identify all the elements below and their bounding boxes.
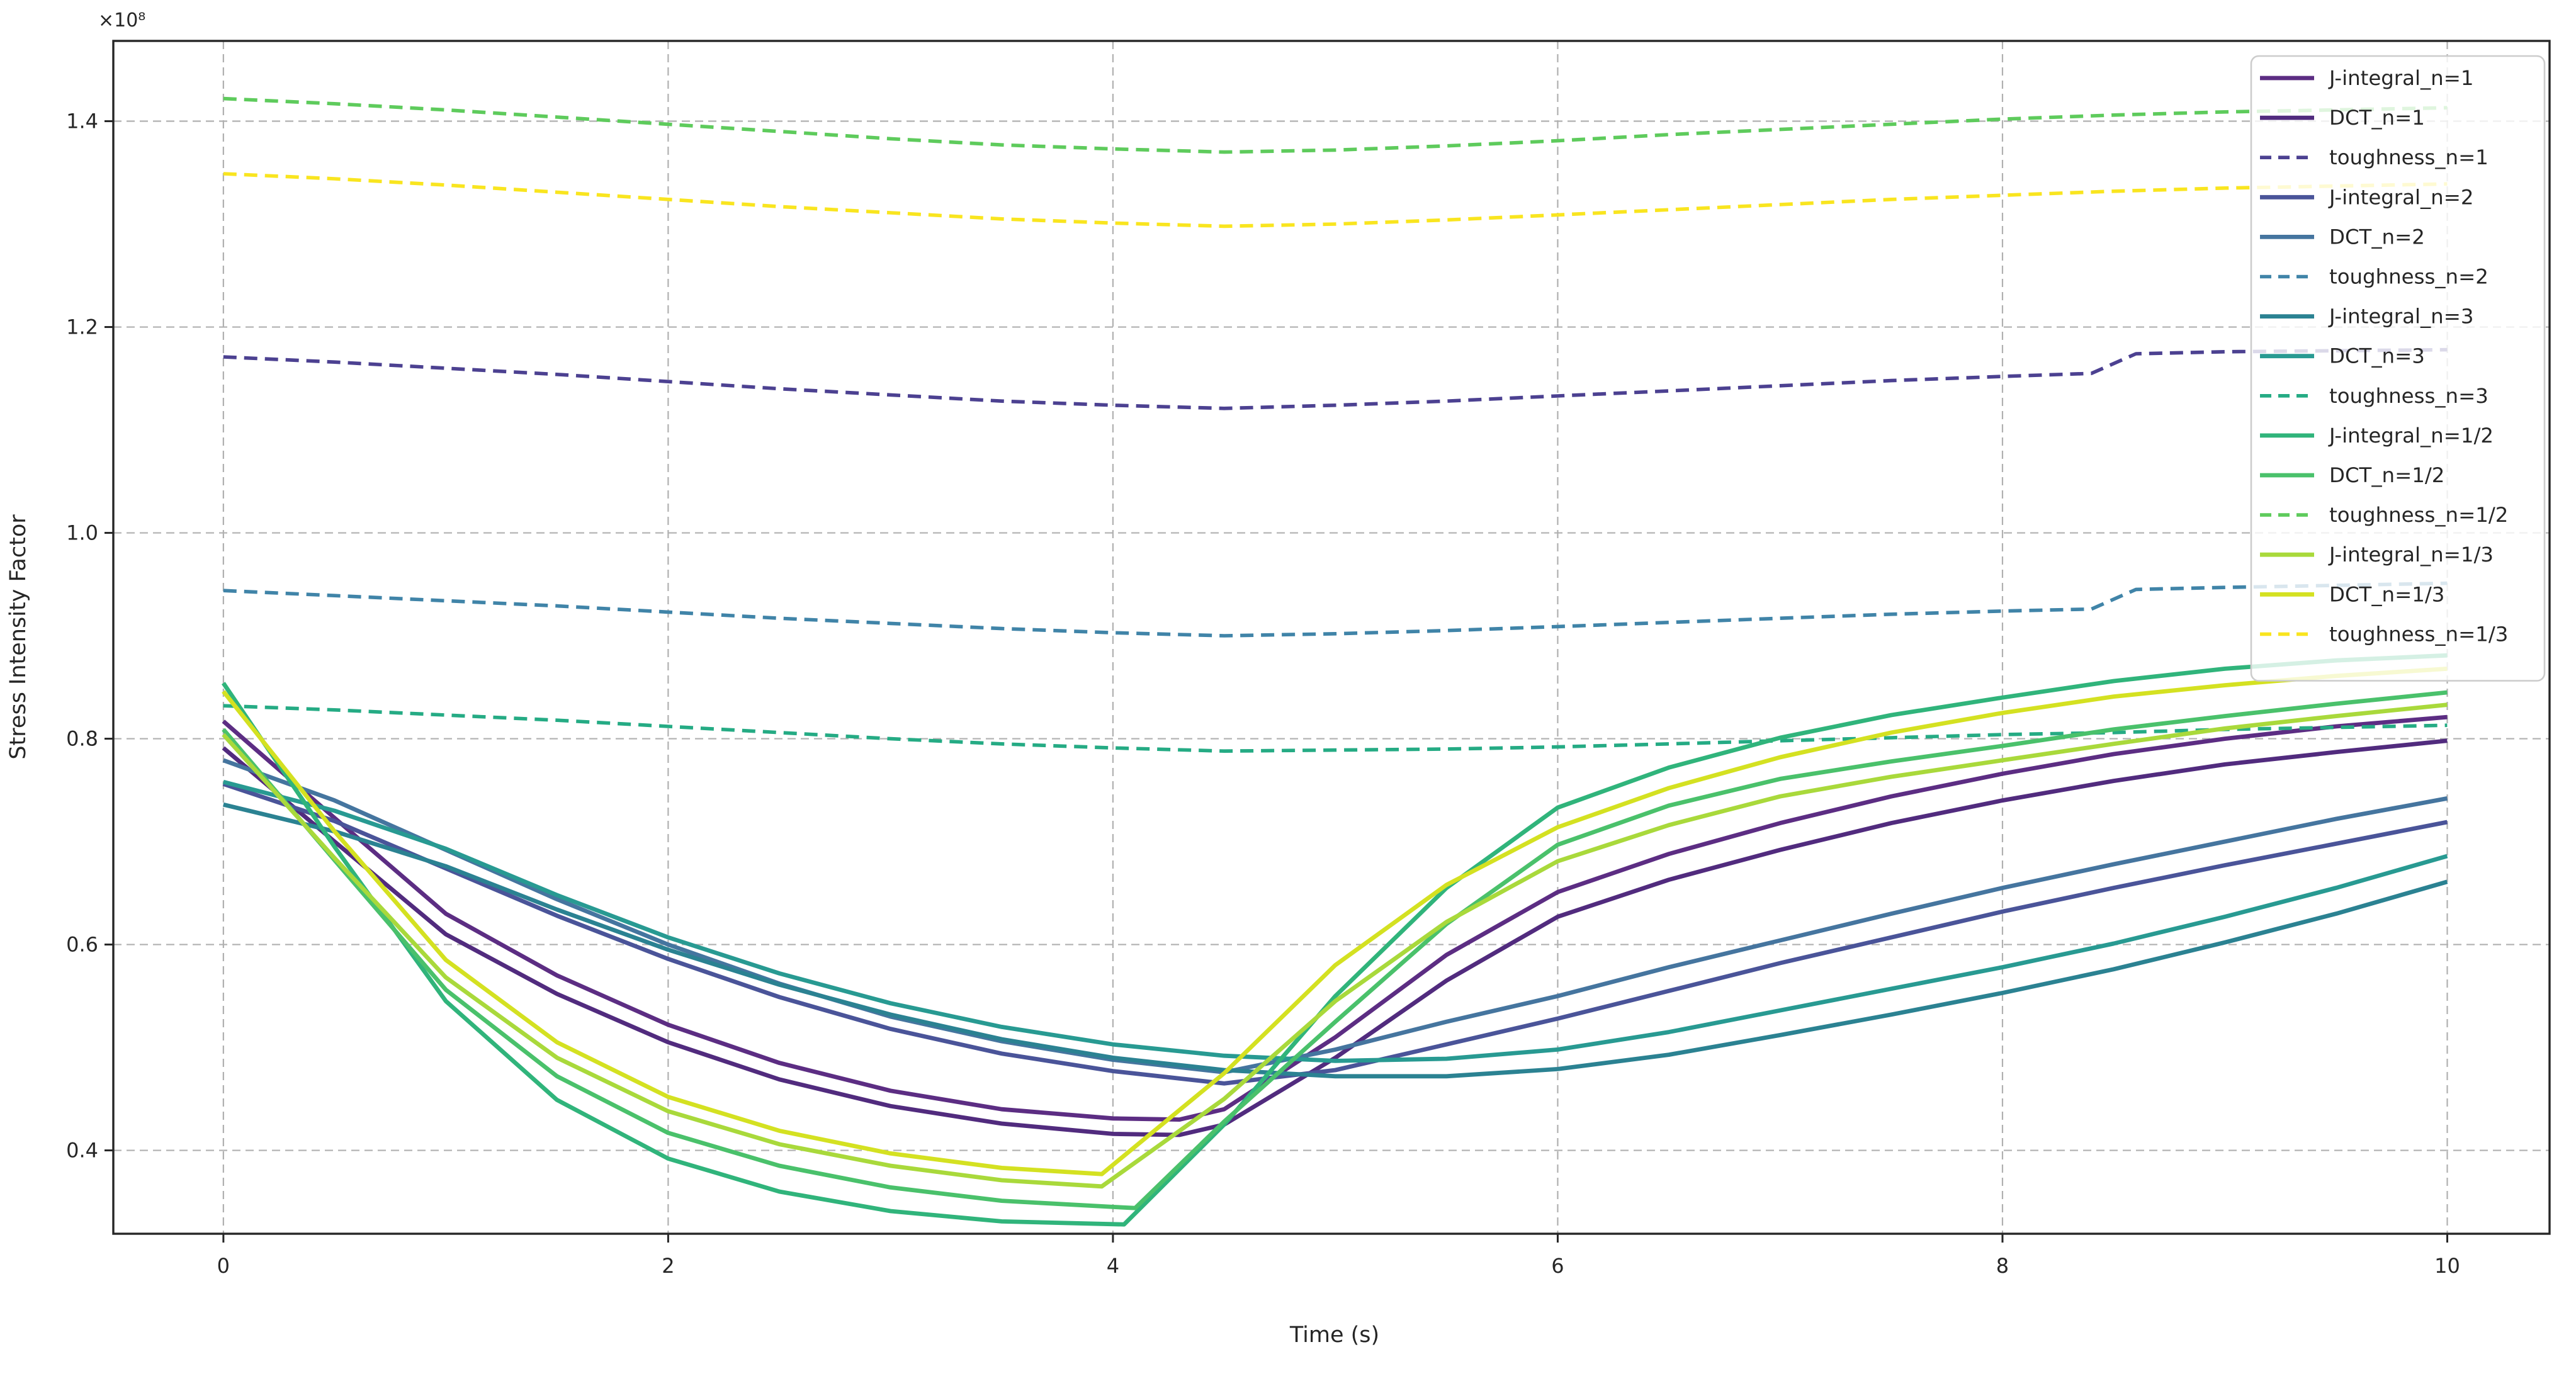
legend-label: J-integral_n=1/3 (2328, 543, 2494, 567)
legend-entry-DCT_n=1/3: DCT_n=1/3 (2260, 582, 2444, 606)
legend-label: toughness_n=2 (2329, 265, 2488, 289)
x-tick-label: 4 (1107, 1254, 1119, 1278)
series-line-toughness_n=2 (223, 581, 2448, 638)
legend-label: J-integral_n=1/2 (2328, 424, 2494, 448)
legend-label: DCT_n=1 (2329, 106, 2425, 130)
series-line-toughness_n=1/3 (223, 172, 2448, 228)
y-tick-label: 0.4 (66, 1139, 98, 1163)
series-line-J-integral_n=1/3 (222, 702, 2448, 1189)
legend-entry-DCT_n=2: DCT_n=2 (2260, 225, 2425, 249)
y-tick-label: 1.0 (66, 521, 98, 545)
legend-entry-DCT_n=1: DCT_n=1 (2260, 106, 2425, 130)
legend-label: toughness_n=1/2 (2329, 503, 2508, 527)
legend-label: DCT_n=1/3 (2329, 582, 2444, 606)
legend-label: J-integral_n=3 (2328, 305, 2473, 329)
series-line-DCT_n=1/3 (222, 667, 2448, 1176)
legend-entry-DCT_n=1/2: DCT_n=1/2 (2260, 463, 2444, 487)
series-line-J-integral_n=1/2 (221, 653, 2448, 1227)
series-line-J-integral_n=2 (222, 782, 2448, 1086)
y-tick-label: 1.4 (66, 110, 98, 133)
legend-entry-J-integral_n=2: J-integral_n=2 (2260, 185, 2473, 209)
legend-label: J-integral_n=2 (2328, 185, 2473, 209)
legend-entry-J-integral_n=1/3: J-integral_n=1/3 (2260, 543, 2494, 567)
legend-entry-toughness_n=1/2: toughness_n=1/2 (2260, 503, 2508, 527)
axis-ticks: 0 2 4 6 8 10 0.4 0.6 0.8 1.0 1.2 1.4 (66, 110, 2460, 1278)
legend-box (2250, 55, 2546, 682)
series-line-toughness_n=1/2 (223, 96, 2448, 154)
legend-label: DCT_n=2 (2329, 225, 2425, 249)
legend-label: DCT_n=3 (2329, 344, 2425, 368)
grid-lines (113, 41, 2550, 1234)
legend-entry-J-integral_n=1/2: J-integral_n=1/2 (2260, 424, 2494, 448)
y-tick-label: 0.6 (66, 933, 98, 957)
series-line-DCT_n=3 (222, 779, 2448, 1063)
series-line-toughness_n=1 (223, 347, 2448, 410)
series-line-J-integral_n=3 (223, 802, 2448, 1079)
legend-entry-toughness_n=3: toughness_n=3 (2260, 384, 2488, 408)
x-tick-label: 10 (2434, 1254, 2460, 1278)
legend-entry-DCT_n=3: DCT_n=3 (2260, 344, 2425, 368)
series-line-DCT_n=2 (222, 758, 2448, 1074)
x-tick-label: 2 (662, 1254, 674, 1278)
data-series (221, 96, 2448, 1227)
legend-entry-toughness_n=2: toughness_n=2 (2260, 265, 2488, 289)
x-tick-label: 6 (1551, 1254, 1564, 1278)
legend-entry-toughness_n=1/3: toughness_n=1/3 (2260, 622, 2508, 646)
legend-entry-J-integral_n=3: J-integral_n=3 (2260, 305, 2473, 329)
legend-label: toughness_n=3 (2329, 384, 2488, 408)
y-tick-label: 0.8 (66, 727, 98, 751)
x-tick-label: 0 (217, 1254, 230, 1278)
x-axis-label: Time (s) (1289, 1322, 1379, 1348)
legend-label: DCT_n=1/2 (2329, 463, 2444, 487)
axes-spines (112, 40, 2551, 1235)
y-axis-label: Stress Intensity Factor (6, 514, 31, 760)
legend-entry-toughness_n=1: toughness_n=1 (2260, 145, 2488, 169)
legend: J-integral_n=1 DCT_n=1 toughness_n=1 J-inte… (2250, 55, 2546, 682)
y-tick-label: 1.2 (66, 315, 98, 339)
legend-label: J-integral_n=1 (2328, 66, 2473, 90)
series-line-DCT_n=1 (222, 738, 2448, 1137)
legend-label: toughness_n=1 (2329, 145, 2488, 169)
legend-entry-J-integral_n=1: J-integral_n=1 (2260, 66, 2473, 90)
x-tick-label: 8 (1996, 1254, 2009, 1278)
series-line-DCT_n=1/2 (222, 690, 2448, 1210)
legend-label: toughness_n=1/3 (2329, 622, 2508, 646)
y-axis-offset-label: ×10⁸ (98, 9, 145, 31)
